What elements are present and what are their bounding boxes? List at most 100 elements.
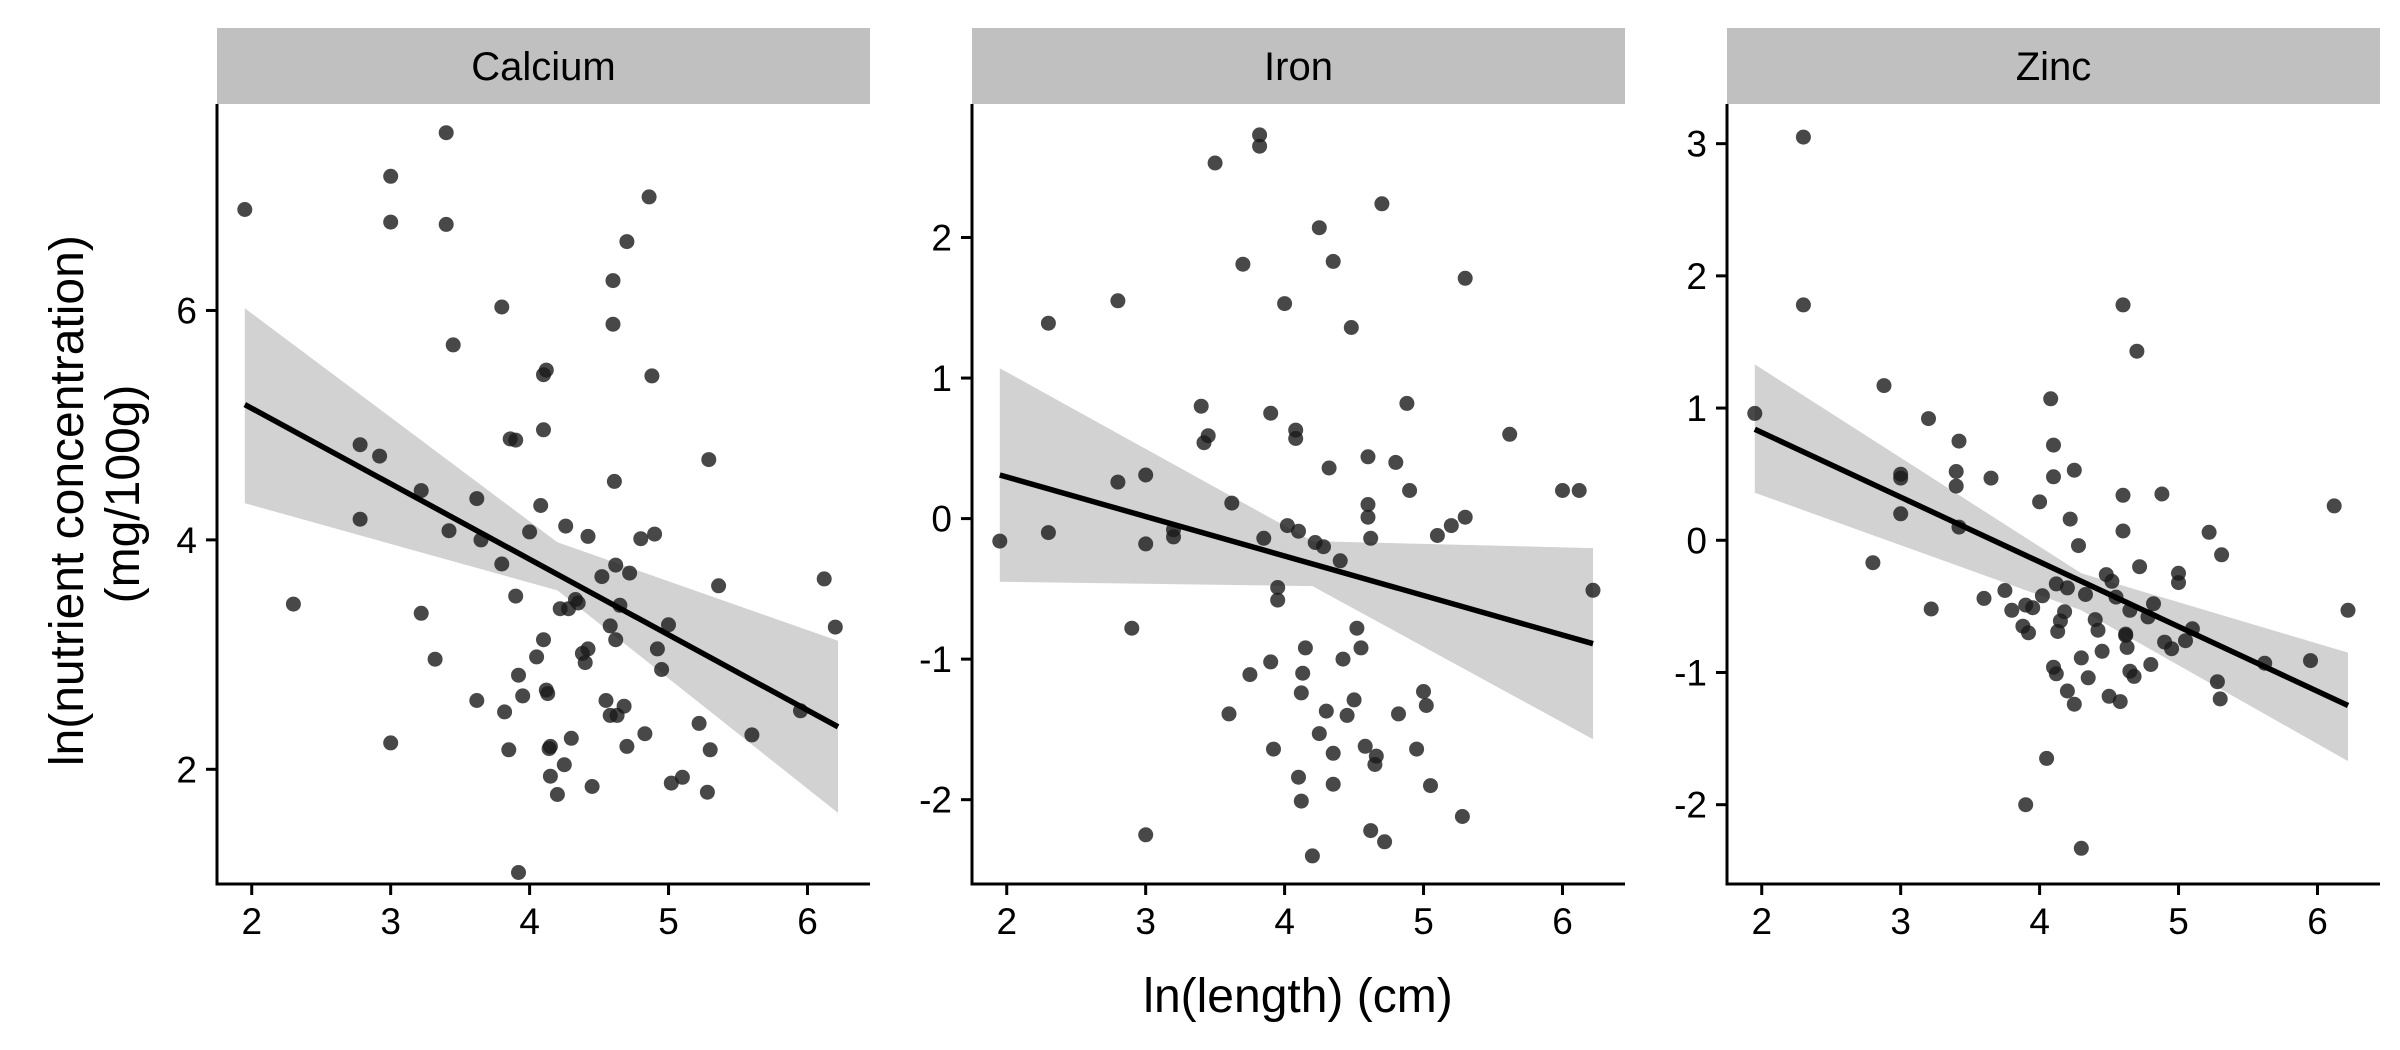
data-point bbox=[1200, 428, 1216, 444]
x-tick-label: 4 bbox=[1274, 901, 1295, 942]
data-point bbox=[605, 316, 621, 332]
data-point bbox=[2080, 670, 2096, 686]
data-point bbox=[602, 618, 618, 634]
x-ticks: 2 3 4 5 6 bbox=[241, 884, 818, 942]
data-point bbox=[533, 498, 549, 513]
data-point bbox=[1502, 426, 1518, 442]
data-point bbox=[542, 738, 558, 754]
data-point bbox=[383, 214, 399, 230]
data-point bbox=[691, 715, 707, 731]
data-point bbox=[2046, 469, 2061, 485]
data-point bbox=[1297, 640, 1313, 656]
data-point bbox=[1360, 449, 1376, 465]
data-point bbox=[1263, 405, 1279, 421]
data-point bbox=[1040, 525, 1056, 541]
data-point bbox=[2115, 297, 2131, 313]
data-point bbox=[501, 742, 517, 758]
y-ticks: -2 -1 0 1 2 bbox=[919, 218, 972, 821]
y-tick-label: -2 bbox=[919, 780, 952, 821]
data-point bbox=[1332, 553, 1348, 569]
data-point bbox=[2154, 486, 2170, 502]
data-point bbox=[2018, 797, 2034, 813]
data-point bbox=[383, 735, 399, 751]
data-point bbox=[584, 779, 600, 794]
data-point bbox=[511, 667, 526, 683]
data-point bbox=[1040, 315, 1056, 331]
data-point bbox=[2122, 663, 2138, 679]
data-point bbox=[1876, 378, 1892, 394]
data-point bbox=[1363, 530, 1379, 546]
data-point bbox=[1391, 706, 1406, 722]
data-point bbox=[1138, 536, 1154, 552]
data-point bbox=[494, 299, 510, 315]
data-point bbox=[1166, 529, 1181, 545]
data-point bbox=[2115, 487, 2131, 503]
data-point bbox=[2164, 641, 2180, 657]
data-point bbox=[637, 726, 653, 742]
data-point bbox=[1983, 470, 1999, 486]
data-point bbox=[2071, 538, 2086, 554]
regression-line bbox=[243, 402, 840, 730]
y-ticks: -2 -1 0 1 2 3 bbox=[1674, 124, 1727, 826]
plot-area bbox=[992, 127, 1601, 864]
data-point bbox=[594, 569, 610, 585]
data-point bbox=[1418, 698, 1434, 713]
x-tick-label: 5 bbox=[658, 901, 679, 942]
data-point bbox=[1363, 823, 1379, 839]
data-point bbox=[1997, 583, 2013, 598]
data-point bbox=[1747, 405, 1763, 421]
data-point bbox=[2057, 604, 2073, 620]
data-point bbox=[1349, 620, 1365, 636]
data-point bbox=[580, 641, 596, 657]
data-point bbox=[2101, 688, 2117, 704]
data-point bbox=[1893, 470, 1909, 486]
data-point bbox=[2119, 639, 2135, 655]
data-point bbox=[1423, 778, 1438, 794]
data-point bbox=[2032, 494, 2048, 510]
data-point bbox=[1256, 530, 1272, 546]
confidence-band bbox=[999, 368, 1593, 740]
data-point bbox=[622, 565, 638, 581]
data-point bbox=[1343, 320, 1359, 335]
data-point bbox=[2062, 511, 2078, 527]
y-ticks: 2 4 6 bbox=[176, 290, 217, 790]
data-point bbox=[1457, 509, 1473, 525]
data-point bbox=[1263, 654, 1279, 670]
data-point bbox=[1951, 433, 1967, 449]
data-point bbox=[1921, 411, 1936, 427]
y-tick-label: 3 bbox=[1686, 124, 1707, 165]
data-point bbox=[2118, 628, 2134, 643]
data-point bbox=[1555, 483, 1570, 498]
data-point bbox=[1304, 848, 1320, 864]
data-point bbox=[383, 168, 399, 184]
data-point bbox=[619, 234, 635, 250]
data-point bbox=[1252, 127, 1268, 143]
data-point bbox=[2303, 653, 2318, 669]
strip-label-calcium: Calcium bbox=[471, 45, 615, 89]
data-point bbox=[616, 698, 632, 714]
data-point bbox=[1374, 196, 1390, 212]
x-tick-label: 6 bbox=[797, 901, 818, 942]
data-point bbox=[647, 526, 663, 542]
data-point bbox=[1377, 834, 1393, 850]
plot-area bbox=[1747, 129, 2356, 856]
data-point bbox=[2073, 650, 2089, 666]
data-point bbox=[663, 775, 679, 791]
data-point bbox=[1124, 620, 1140, 636]
data-point bbox=[1795, 129, 1811, 145]
data-point bbox=[438, 216, 454, 232]
strip-label-iron: Iron bbox=[1264, 45, 1333, 89]
x-tick-label: 3 bbox=[1135, 901, 1156, 942]
y-tick-label: -1 bbox=[919, 639, 952, 680]
data-point bbox=[1335, 651, 1351, 667]
data-point bbox=[1270, 592, 1286, 608]
data-point bbox=[563, 730, 579, 746]
y-tick-label: 2 bbox=[1686, 256, 1707, 297]
data-point bbox=[508, 588, 524, 604]
data-point bbox=[2104, 573, 2120, 589]
x-tick-label: 2 bbox=[996, 901, 1017, 942]
data-point bbox=[352, 511, 368, 527]
data-point bbox=[701, 452, 717, 468]
data-point bbox=[1457, 270, 1473, 286]
data-point bbox=[1288, 431, 1304, 446]
